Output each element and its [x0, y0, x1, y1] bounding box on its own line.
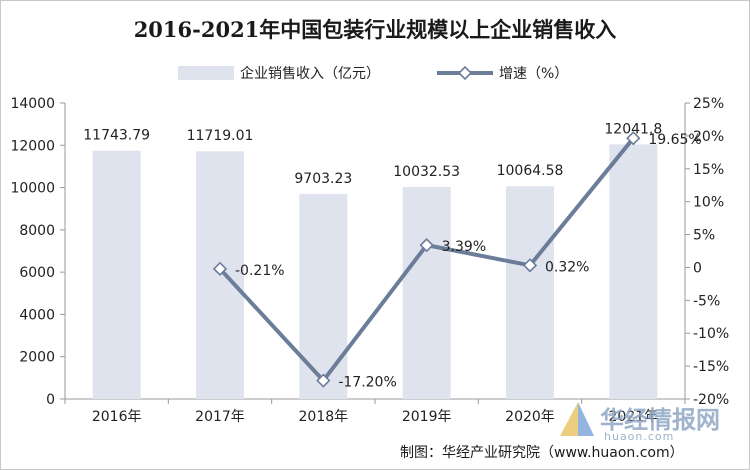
bar-data-label: 11743.79: [83, 128, 150, 144]
y-right-tick-label: -15%: [693, 359, 729, 375]
watermark-url: huaon.com: [604, 430, 675, 443]
chart-title: 2016-2021年中国包装行业规模以上企业销售收入: [133, 17, 617, 42]
y-right-tick-label: 25%: [693, 96, 724, 112]
bar-data-label: 10064.58: [497, 163, 564, 179]
line-point: [212, 261, 228, 276]
legend-swatch-marker: [457, 65, 473, 81]
y-right-tick-label: 5%: [693, 228, 715, 244]
line-point: [522, 258, 538, 273]
bar-data-label: 11719.01: [187, 128, 254, 144]
y-right-tick-label: 10%: [693, 195, 724, 211]
x-tick-label: 2020年: [505, 409, 555, 425]
line-data-label: 3.39%: [442, 239, 486, 255]
line-data-label: 0.32%: [545, 259, 589, 275]
legend-swatch-bar: [178, 66, 234, 80]
line-point: [316, 373, 331, 388]
bar-data-label: 9703.23: [294, 171, 352, 187]
line-data-label: -17.20%: [338, 375, 396, 391]
bar: [506, 186, 554, 399]
y-left-tick-label: 4000: [19, 307, 55, 323]
line-data-label: 19.65%: [648, 132, 701, 148]
bar: [402, 186, 451, 399]
y-left-tick-label: 8000: [19, 223, 55, 239]
x-tick-label: 2016年: [92, 409, 142, 425]
bar: [92, 150, 141, 399]
x-tick-label: 2021年: [609, 409, 659, 425]
y-left-tick-label: 12000: [10, 138, 55, 154]
y-right-tick-label: -20%: [693, 392, 729, 408]
x-tick-label: 2017年: [195, 409, 245, 425]
x-tick-label: 2018年: [299, 409, 349, 425]
x-tick-label: 2019年: [402, 409, 452, 425]
y-right-tick-label: -5%: [693, 293, 720, 309]
bar: [299, 193, 348, 399]
watermark: 华经情报网 huaon.com: [544, 396, 750, 456]
y-left-tick-label: 10000: [10, 181, 55, 197]
y-right-tick-label: -10%: [693, 326, 729, 342]
line-point: [419, 238, 434, 253]
line-point: [626, 131, 641, 146]
legend-label-bar: 企业销售收入（亿元）: [240, 65, 380, 82]
y-left-tick-label: 14000: [10, 96, 55, 112]
y-left-tick-label: 6000: [19, 265, 55, 281]
y-right-tick-label: 20%: [693, 129, 724, 145]
watermark-text: 华经情报网: [600, 406, 720, 434]
y-left-tick-label: 0: [46, 392, 55, 408]
y-left-tick-label: 2000: [19, 350, 55, 366]
source-note: 制图：华经产业研究院（www.huaon.com）: [400, 445, 684, 461]
watermark-logo-icon: [560, 402, 594, 436]
y-right-tick-label: 15%: [693, 162, 724, 178]
y-right-tick-label: 0: [693, 260, 702, 276]
bar-data-label: 12041.8: [604, 121, 662, 137]
bar-data-label: 10032.53: [393, 164, 460, 180]
legend-label-line: 增速（%）: [499, 66, 568, 82]
line-data-label: -0.21%: [235, 263, 285, 279]
bar: [609, 144, 658, 399]
